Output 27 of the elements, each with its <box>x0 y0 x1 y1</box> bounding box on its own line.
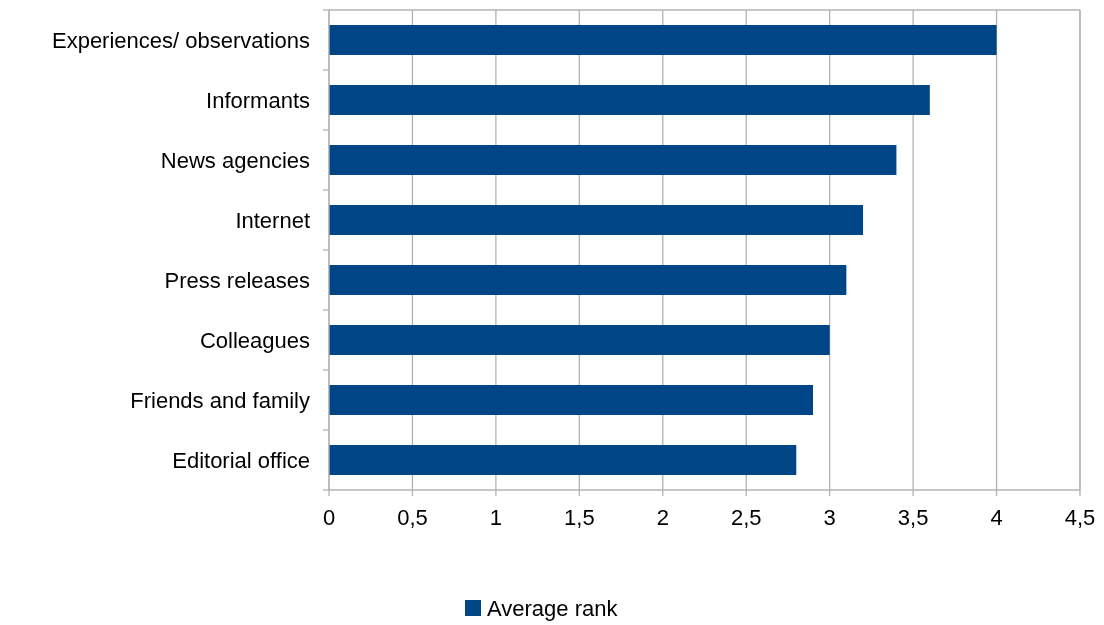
x-tick-label: 0,5 <box>397 505 428 530</box>
bar <box>329 445 797 475</box>
y-tick-label: Press releases <box>164 267 310 293</box>
x-tick-label: 0 <box>322 505 336 530</box>
bar <box>329 385 813 415</box>
bar <box>329 325 830 355</box>
y-tick-label: Editorial office <box>172 447 310 473</box>
bar <box>329 145 897 175</box>
legend-label: Average rank <box>487 595 619 621</box>
bar <box>329 205 864 235</box>
bar <box>329 265 847 295</box>
y-tick-label: Friends and family <box>130 387 310 413</box>
y-tick-label: Informants <box>206 87 310 113</box>
x-tick-label: 2,5 <box>730 505 762 530</box>
x-tick-label: 3 <box>823 505 836 530</box>
x-tick-label: 4 <box>990 505 1003 530</box>
y-tick-label: News agencies <box>160 147 310 173</box>
x-tick-label: 1 <box>489 505 503 530</box>
y-tick-label: Colleagues <box>199 327 310 353</box>
y-tick-label: Experiences/ observations <box>51 27 310 53</box>
x-tick-label: 2 <box>656 505 669 530</box>
y-tick-label: Internet <box>235 207 310 233</box>
x-tick-label: 3,5 <box>897 505 929 530</box>
bar <box>329 25 997 55</box>
bar <box>329 85 930 115</box>
x-tick-label: 4,5 <box>1064 505 1096 530</box>
x-tick-label: 1,5 <box>564 505 595 530</box>
